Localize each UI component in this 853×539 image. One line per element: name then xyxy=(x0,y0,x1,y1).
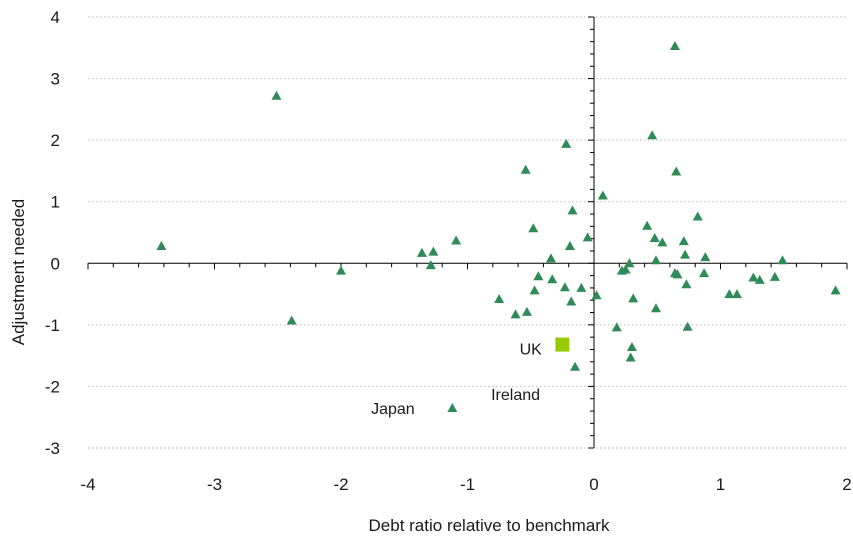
data-point xyxy=(591,290,602,300)
data-point xyxy=(576,282,587,292)
data-point xyxy=(671,166,682,176)
data-points xyxy=(156,40,841,412)
data-point xyxy=(731,289,742,299)
data-point xyxy=(681,279,692,289)
data-point xyxy=(647,130,658,140)
data-point xyxy=(447,402,458,412)
data-point xyxy=(678,236,689,246)
data-point xyxy=(451,235,462,245)
data-point xyxy=(754,274,765,284)
y-tick-label: -2 xyxy=(45,377,60,396)
x-tick-label: -3 xyxy=(207,475,222,494)
data-point xyxy=(545,253,556,263)
data-point xyxy=(567,205,578,215)
data-point xyxy=(620,264,631,274)
data-point xyxy=(521,306,532,316)
data-point xyxy=(700,252,711,262)
tick-labels: 4 3 2 1 0 -1 -2 -3 -4 -3 -2 -1 0 1 2 xyxy=(45,8,852,494)
data-point xyxy=(416,247,427,257)
data-point xyxy=(650,255,661,265)
y-tick-label: -1 xyxy=(45,316,60,335)
data-point xyxy=(672,269,683,279)
x-tick-label: 1 xyxy=(716,475,725,494)
data-point xyxy=(582,232,593,242)
data-point xyxy=(669,40,680,50)
data-point xyxy=(425,260,436,270)
gridlines xyxy=(88,16,847,449)
y-tick-label: 4 xyxy=(51,8,60,27)
data-point xyxy=(682,321,693,331)
x-tick-label: -2 xyxy=(333,475,348,494)
data-point xyxy=(692,211,703,221)
data-point xyxy=(611,322,622,332)
y-tick-label: 0 xyxy=(51,254,60,273)
y-tick-label: 2 xyxy=(51,131,60,150)
data-point xyxy=(528,223,539,233)
annotations: UK Ireland Japan xyxy=(371,341,542,418)
data-point xyxy=(650,303,661,313)
data-point xyxy=(748,272,759,282)
annotation-label: Japan xyxy=(371,401,415,418)
data-point xyxy=(699,268,710,278)
highlight-point xyxy=(555,337,570,352)
y-tick-label: -3 xyxy=(45,439,60,458)
x-tick-label: 2 xyxy=(842,475,851,494)
data-point xyxy=(680,249,691,259)
data-point xyxy=(336,265,346,275)
annotation-label: UK xyxy=(520,341,543,358)
data-point xyxy=(286,315,297,325)
data-point xyxy=(520,164,531,174)
x-tick-label: -4 xyxy=(80,475,95,494)
data-point xyxy=(657,237,668,247)
data-point xyxy=(494,293,505,303)
data-point xyxy=(564,241,575,251)
data-point xyxy=(724,289,735,299)
data-point xyxy=(566,296,577,306)
y-tick-label: 1 xyxy=(51,193,60,212)
data-point xyxy=(628,293,639,303)
data-point xyxy=(626,342,637,352)
data-point xyxy=(533,271,544,281)
data-point xyxy=(529,285,540,295)
y-axis-title: Adjustment needed xyxy=(9,199,28,346)
x-tick-label: -1 xyxy=(460,475,475,494)
data-point xyxy=(624,258,635,268)
data-point xyxy=(642,220,653,230)
data-point xyxy=(156,241,167,251)
axes xyxy=(87,16,848,449)
data-point xyxy=(559,282,570,292)
data-point xyxy=(649,233,660,243)
y-tick-label: 3 xyxy=(51,70,60,89)
annotation-label: Ireland xyxy=(491,387,540,404)
data-point xyxy=(561,138,572,148)
data-point xyxy=(769,271,780,281)
data-point xyxy=(547,274,558,284)
x-tick-label: 0 xyxy=(589,475,598,494)
data-point xyxy=(570,361,581,371)
data-point xyxy=(830,285,841,295)
data-point xyxy=(625,352,636,362)
data-point xyxy=(428,246,439,256)
data-point xyxy=(777,255,788,265)
x-axis-title: Debt ratio relative to benchmark xyxy=(369,516,610,535)
data-point xyxy=(271,90,282,100)
data-point xyxy=(597,190,608,200)
data-point xyxy=(510,309,521,319)
